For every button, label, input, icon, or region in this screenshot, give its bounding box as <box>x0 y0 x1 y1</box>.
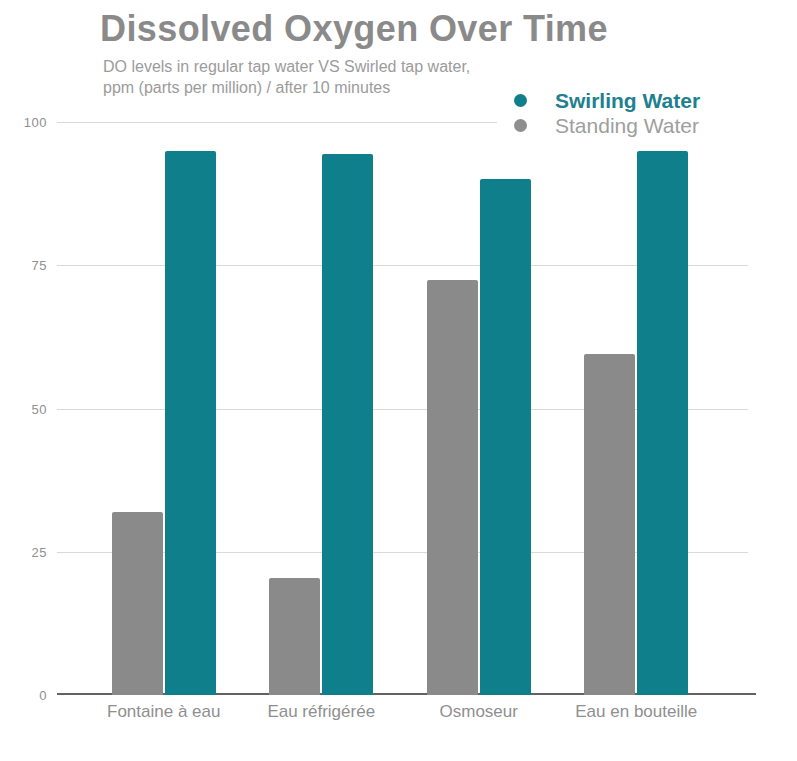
bars-container <box>85 122 715 695</box>
bar-group <box>558 122 716 695</box>
x-category-label: Eau réfrigérée <box>243 702 401 722</box>
bar-group <box>243 122 401 695</box>
bar-standing-water <box>269 578 320 695</box>
x-category-label: Fontaine à eau <box>85 702 243 722</box>
y-tick-label-25: 25 <box>32 545 47 560</box>
x-axis-category-labels: Fontaine à eauEau réfrigéréeOsmoseurEau … <box>85 702 715 722</box>
y-tick-label-75: 75 <box>32 258 47 273</box>
chart-subtitle-line1: DO levels in regular tap water VS Swirle… <box>103 56 470 77</box>
legend-label-swirling-water: Swirling Water <box>555 89 700 113</box>
chart-canvas: Dissolved Oxygen Over Time DO levels in … <box>0 0 797 761</box>
bar-standing-water <box>584 354 635 695</box>
swirling-water-dot-icon <box>514 94 527 107</box>
bar-standing-water <box>112 512 163 695</box>
bar-group <box>400 122 558 695</box>
bar-swirling-water <box>322 154 373 695</box>
x-category-label: Osmoseur <box>400 702 558 722</box>
bar-swirling-water <box>480 179 531 695</box>
legend-item-swirling-water: Swirling Water <box>514 88 766 113</box>
chart-title: Dissolved Oxygen Over Time <box>100 8 608 50</box>
bar-group <box>85 122 243 695</box>
y-axis-tick-labels: 0255075100 <box>0 122 47 695</box>
standing-water-dot-icon <box>514 119 527 132</box>
chart-subtitle-line2: ppm (parts per million) / after 10 minut… <box>103 77 470 98</box>
bar-swirling-water <box>637 151 688 695</box>
legend: Swirling Water Standing Water <box>497 88 770 138</box>
legend-label-standing-water: Standing Water <box>555 114 699 138</box>
y-tick-label-100: 100 <box>24 115 47 130</box>
y-tick-label-0: 0 <box>39 688 47 703</box>
chart-subtitle: DO levels in regular tap water VS Swirle… <box>103 56 470 98</box>
x-category-label: Eau en bouteille <box>558 702 716 722</box>
y-tick-label-50: 50 <box>32 402 47 417</box>
bar-swirling-water <box>165 151 216 695</box>
legend-item-standing-water: Standing Water <box>514 113 766 138</box>
plot-area <box>57 122 750 695</box>
bar-standing-water <box>427 280 478 695</box>
